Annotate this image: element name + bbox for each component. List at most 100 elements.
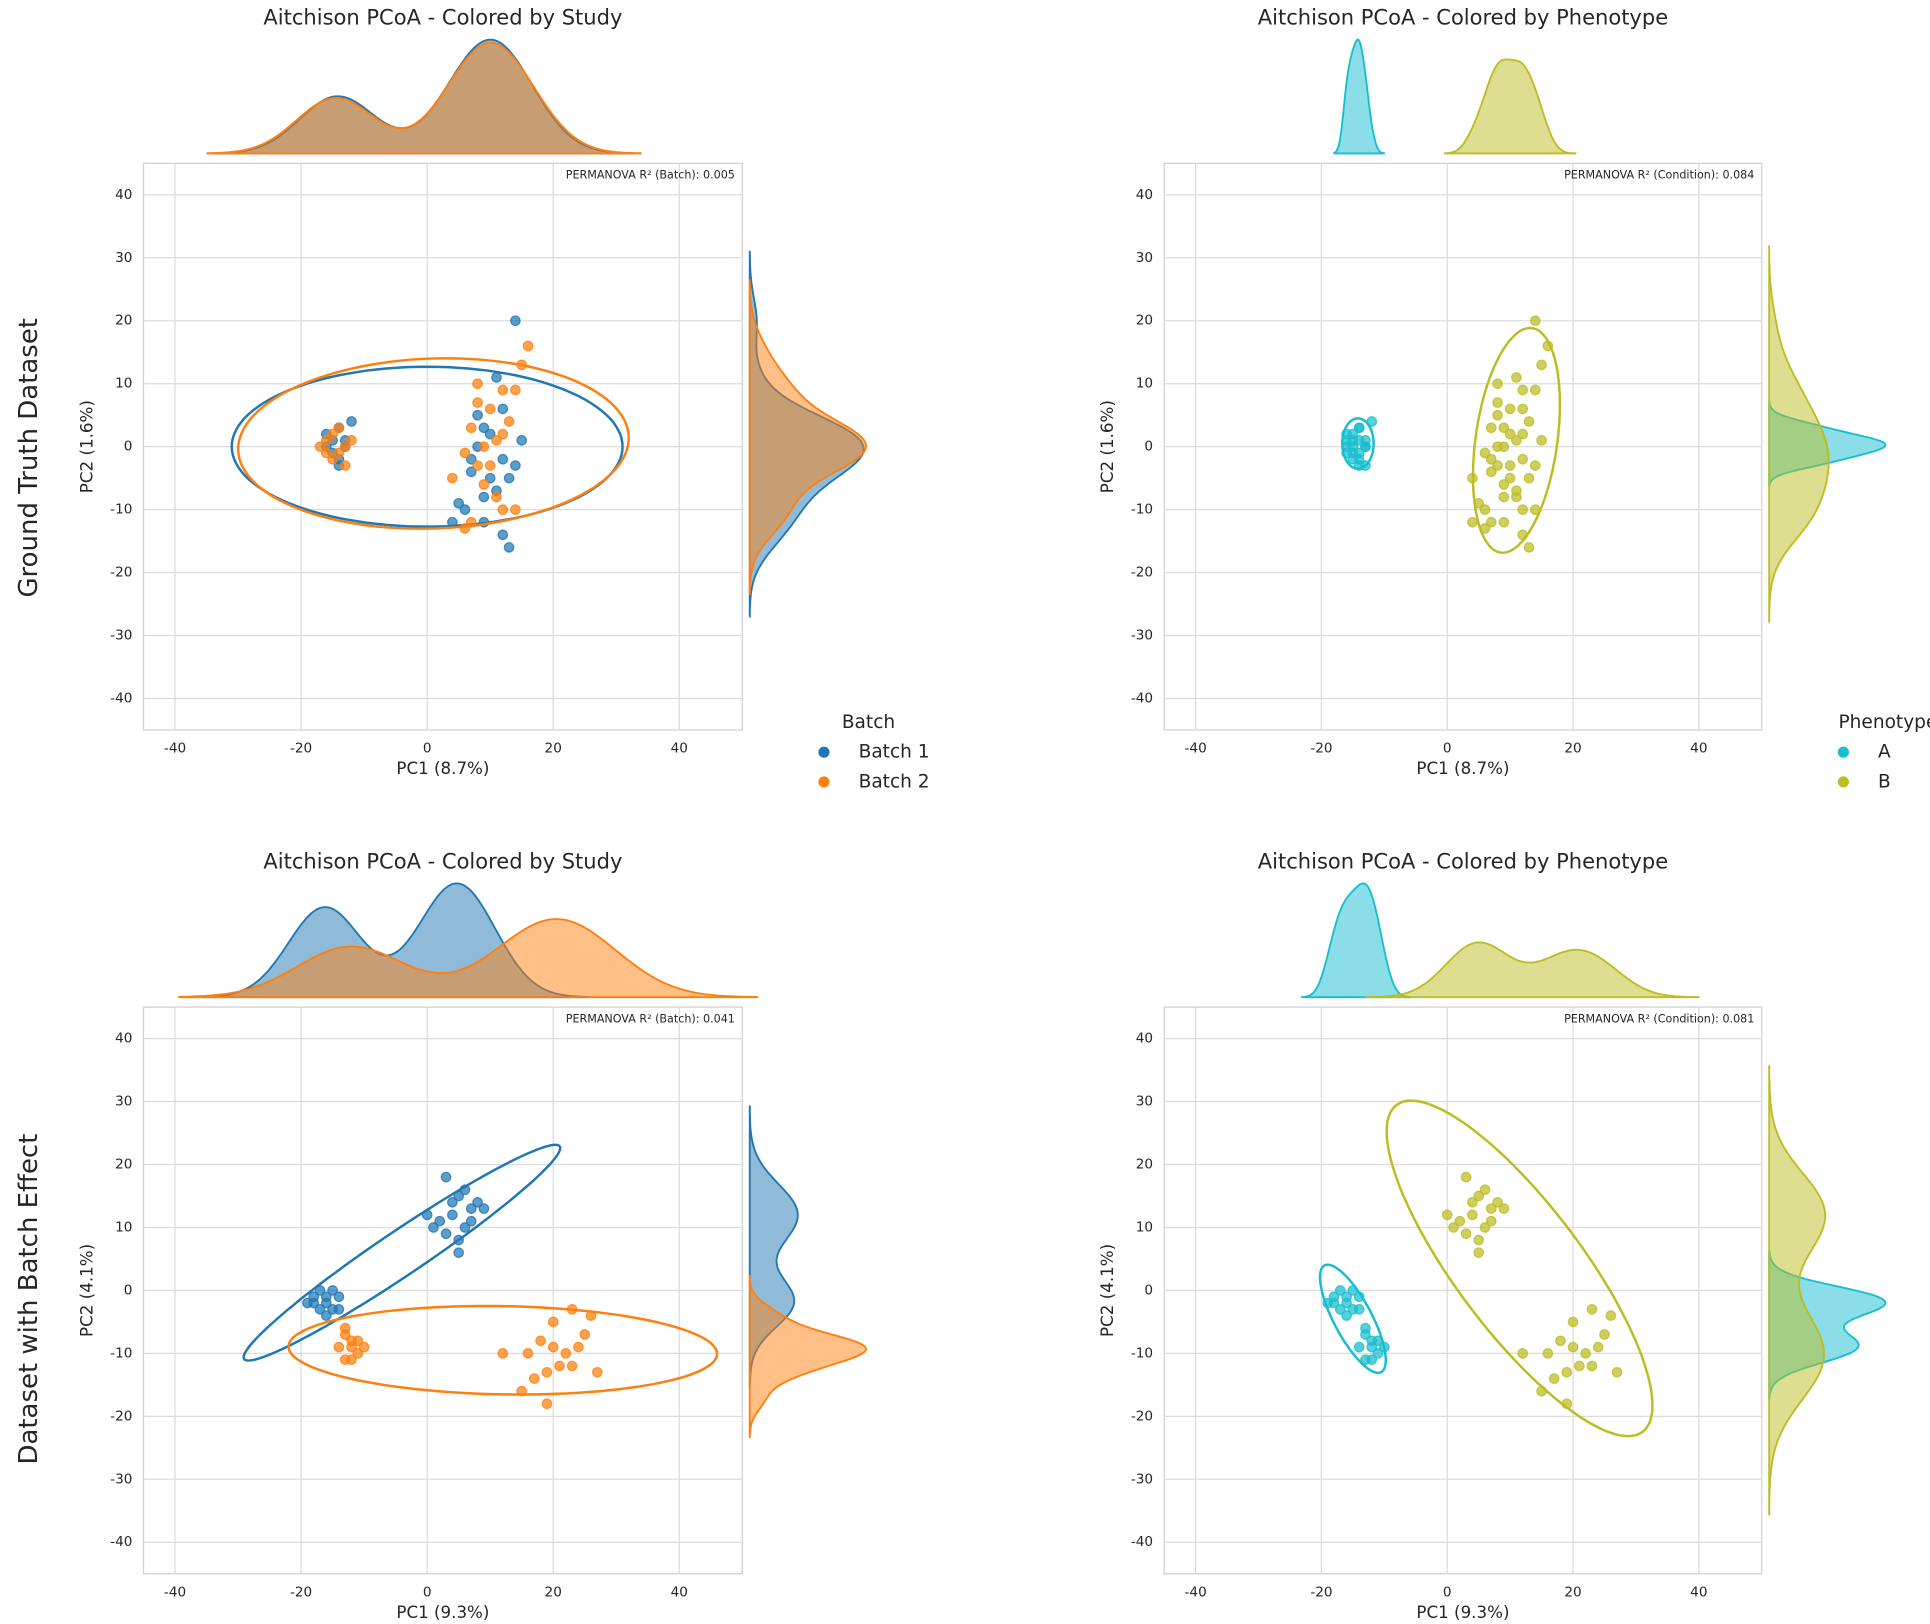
point xyxy=(472,409,483,421)
y-tick-label: 40 xyxy=(1136,187,1153,203)
y-tick-label: -10 xyxy=(110,1345,132,1361)
y-tick-label: -10 xyxy=(110,502,132,518)
point xyxy=(1485,422,1497,434)
y-axis-label: PC2 (4.1%) xyxy=(76,1244,96,1337)
point xyxy=(434,1215,446,1227)
point xyxy=(352,1348,364,1359)
point xyxy=(1366,1354,1378,1365)
point xyxy=(522,340,534,352)
point xyxy=(1353,1303,1365,1315)
y-tick-label: 30 xyxy=(1136,1094,1153,1110)
point xyxy=(1498,516,1510,528)
y-tick-label: 40 xyxy=(115,187,132,203)
point xyxy=(346,1354,357,1365)
point xyxy=(1360,1322,1371,1334)
x-tick-label: -20 xyxy=(290,1584,312,1600)
point xyxy=(491,491,502,503)
point xyxy=(1485,1215,1497,1227)
x-tick-label: 0 xyxy=(423,1584,432,1600)
point xyxy=(1473,1247,1485,1258)
point xyxy=(459,504,471,515)
point xyxy=(503,416,515,427)
point xyxy=(503,542,515,553)
point xyxy=(1498,491,1510,503)
point xyxy=(478,479,490,490)
point xyxy=(465,453,477,465)
point xyxy=(339,460,351,471)
point xyxy=(1360,441,1371,452)
y-tick-label: -40 xyxy=(1131,1534,1153,1550)
point xyxy=(465,466,477,478)
point xyxy=(1347,441,1359,452)
y-axis-label: PC2 (1.6%) xyxy=(76,400,96,493)
x-tick-label: 0 xyxy=(423,741,432,757)
point xyxy=(465,1203,477,1214)
point xyxy=(592,1366,603,1378)
legend-marker xyxy=(818,746,830,758)
point xyxy=(1485,466,1497,478)
point xyxy=(1498,441,1510,452)
marginal-kde-y xyxy=(1768,1065,1827,1516)
point xyxy=(1341,1291,1352,1303)
point xyxy=(528,1373,540,1384)
y-tick-label: 10 xyxy=(1136,376,1153,392)
point xyxy=(1347,428,1359,440)
point xyxy=(560,1348,572,1359)
y-tick-label: -20 xyxy=(110,565,132,581)
point xyxy=(1586,1303,1598,1315)
point xyxy=(1448,1222,1459,1233)
point xyxy=(484,428,496,440)
point xyxy=(1479,1184,1491,1196)
point xyxy=(478,1203,490,1214)
y-tick-label: 40 xyxy=(115,1031,132,1047)
chart-title: Aitchison PCoA - Colored by Study xyxy=(263,5,622,30)
legend-marker xyxy=(1837,776,1849,788)
legend-label: B xyxy=(1878,771,1891,792)
point xyxy=(440,1171,452,1183)
point xyxy=(1529,460,1541,471)
row-label: Ground Truth Dataset xyxy=(14,318,44,598)
y-tick-label: 0 xyxy=(124,1282,133,1298)
confidence-ellipse xyxy=(1318,1263,1388,1375)
marginal-kde-y xyxy=(748,1274,867,1439)
point xyxy=(327,1285,338,1296)
x-tick-label: 0 xyxy=(1443,741,1452,757)
point xyxy=(1353,422,1365,434)
point xyxy=(1473,1234,1485,1246)
point xyxy=(339,1322,351,1334)
point xyxy=(497,403,509,415)
point xyxy=(516,435,528,446)
point xyxy=(1353,447,1365,459)
y-tick-label: -30 xyxy=(110,1471,132,1487)
point xyxy=(1492,378,1503,390)
point xyxy=(1485,516,1497,528)
marginal-kde-x xyxy=(206,41,642,155)
point xyxy=(1473,1190,1485,1202)
x-tick-label: -40 xyxy=(164,741,186,757)
point xyxy=(1555,1335,1566,1347)
point xyxy=(522,1348,534,1359)
point xyxy=(1517,403,1529,415)
point xyxy=(497,1348,509,1359)
x-tick-label: 20 xyxy=(1564,741,1581,757)
point xyxy=(1492,1196,1503,1208)
point xyxy=(1511,435,1522,446)
point xyxy=(346,416,357,427)
point xyxy=(459,447,471,459)
y-tick-label: 10 xyxy=(115,1219,132,1235)
point xyxy=(1504,403,1516,415)
point xyxy=(1485,1203,1497,1214)
point xyxy=(1548,1373,1560,1384)
legend-title: Phenotype xyxy=(1838,712,1930,733)
point xyxy=(440,1228,452,1240)
point xyxy=(566,1360,578,1372)
point xyxy=(333,1291,345,1303)
point xyxy=(1523,416,1535,427)
point xyxy=(1536,435,1547,446)
point xyxy=(465,1215,477,1227)
point xyxy=(547,1316,559,1328)
legend-title: Batch xyxy=(842,712,895,733)
point xyxy=(1542,1348,1554,1359)
point xyxy=(333,1303,345,1315)
point xyxy=(1454,1215,1466,1227)
